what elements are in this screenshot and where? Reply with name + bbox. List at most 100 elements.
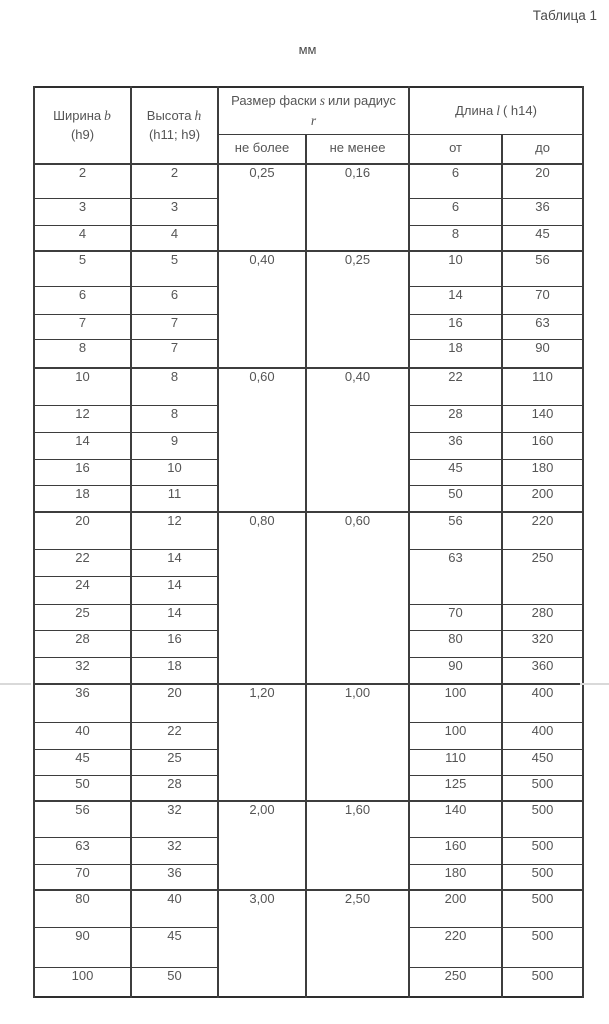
height-cell: 2 bbox=[130, 163, 219, 199]
table-row: 56 32 2,00 1,60 140 500 bbox=[33, 800, 585, 891]
height-cell: 28 bbox=[130, 774, 219, 802]
chamfer-not-less-cell: 1,60 bbox=[304, 800, 411, 891]
length-from-cell: 6 bbox=[408, 197, 504, 226]
length-from-cell: 56 bbox=[408, 511, 504, 550]
length-symbol: l bbox=[496, 102, 500, 118]
width-cell: 10 bbox=[33, 367, 132, 406]
height-cell: 8 bbox=[130, 404, 219, 433]
chamfer-not-more-cell: 3,00 bbox=[217, 889, 307, 998]
table-row: 22 14 63 250 bbox=[33, 548, 585, 605]
height-cell: 32 bbox=[130, 800, 219, 838]
height-cell: 9 bbox=[130, 431, 219, 460]
height-cell: 4 bbox=[130, 224, 219, 252]
height-cell: 8 bbox=[130, 367, 219, 406]
height-cell: 32 bbox=[130, 836, 219, 865]
length-to-cell: 500 bbox=[501, 926, 585, 968]
table-row: 16 10 45 180 bbox=[33, 458, 585, 486]
height-cell: 10 bbox=[130, 458, 219, 486]
height-cell: 18 bbox=[130, 656, 219, 685]
subheader-from: от bbox=[408, 133, 504, 165]
chamfer-symbol-r: r bbox=[310, 112, 317, 128]
col-header-chamfer: Размер фаски s или радиус r bbox=[216, 86, 411, 135]
subheader-to: до bbox=[501, 133, 585, 165]
length-from-cell: 22 bbox=[408, 367, 504, 406]
chamfer-not-more-cell: 0,40 bbox=[217, 250, 307, 369]
width-cell: 90 bbox=[33, 926, 132, 968]
subheader-not-more: не более bbox=[217, 133, 307, 165]
chamfer-not-less-cell: 0,16 bbox=[304, 163, 411, 252]
length-to-cell: 400 bbox=[501, 683, 585, 723]
chamfer-not-less-cell: 1,00 bbox=[304, 683, 411, 802]
height-cell: 14 bbox=[130, 575, 219, 605]
width-cell: 12 bbox=[33, 404, 132, 433]
chamfer-not-less-cell: 0,25 bbox=[304, 250, 411, 369]
height-cell: 36 bbox=[130, 863, 219, 891]
width-cell: 7 bbox=[33, 313, 132, 340]
chamfer-not-less-cell: 0,60 bbox=[304, 511, 411, 685]
subheader-not-less: не менее bbox=[304, 133, 411, 165]
chamfer-not-less-cell: 0,40 bbox=[304, 367, 411, 513]
length-to-cell: 140 bbox=[501, 404, 585, 433]
length-from-cell: 18 bbox=[408, 338, 504, 369]
length-to-cell: 63 bbox=[501, 313, 585, 340]
width-cell: 6 bbox=[33, 285, 132, 315]
units-label: мм bbox=[298, 42, 317, 57]
length-from-cell: 100 bbox=[408, 721, 504, 750]
length-to-cell: 500 bbox=[501, 800, 585, 838]
table-row: 7 7 16 63 bbox=[33, 313, 585, 340]
width-cell: 18 bbox=[33, 484, 132, 513]
table-row: 5 5 0,40 0,25 10 56 bbox=[33, 250, 585, 369]
width-cell: 16 bbox=[33, 458, 132, 486]
width-cell: 8 bbox=[33, 338, 132, 369]
width-label: Ширина bbox=[53, 108, 102, 124]
length-label: Длина bbox=[455, 102, 494, 118]
chamfer-not-more-cell: 0,80 bbox=[217, 511, 307, 685]
length-to-cell: 280 bbox=[501, 603, 585, 631]
table-row: 10 8 0,60 0,40 22 110 bbox=[33, 367, 585, 513]
length-from-cell: 14 bbox=[408, 285, 504, 315]
table-row: 80 40 3,00 2,50 200 500 bbox=[33, 889, 585, 998]
table-row: 20 12 0,80 0,60 56 220 bbox=[33, 511, 585, 685]
table-row: 32 18 90 360 bbox=[33, 656, 585, 685]
col-header-length: Длина l( h14) bbox=[408, 86, 585, 135]
height-cell: 6 bbox=[130, 285, 219, 315]
length-from-cell: 90 bbox=[408, 656, 504, 685]
table-caption: Таблица 1 bbox=[532, 8, 597, 23]
height-cell: 25 bbox=[130, 748, 219, 776]
width-cell: 80 bbox=[33, 889, 132, 928]
dimensions-table: Ширина b (h9) Высота h (h11; h9) Размер фа… bbox=[33, 86, 585, 998]
length-tolerance: ( h14) bbox=[502, 102, 537, 118]
chamfer-not-more-cell: 0,60 bbox=[217, 367, 307, 513]
length-from-cell: 80 bbox=[408, 629, 504, 658]
width-cell: 25 bbox=[33, 603, 132, 631]
table-row: 12 8 28 140 bbox=[33, 404, 585, 433]
table-row: 36 20 1,20 1,00 100 400 bbox=[33, 683, 585, 802]
table-row: 100 50 250 500 bbox=[33, 966, 585, 998]
length-from-cell: 6 bbox=[408, 163, 504, 199]
width-cell: 100 bbox=[33, 966, 132, 998]
length-from-cell: 160 bbox=[408, 836, 504, 865]
width-cell: 63 bbox=[33, 836, 132, 865]
height-cell: 45 bbox=[130, 926, 219, 968]
height-cell: 22 bbox=[130, 721, 219, 750]
table-row: 3 3 6 36 bbox=[33, 197, 585, 226]
length-to-cell: 320 bbox=[501, 629, 585, 658]
height-symbol: h bbox=[194, 108, 202, 124]
length-to-cell: 500 bbox=[501, 836, 585, 865]
length-from-cell: 180 bbox=[408, 863, 504, 891]
length-to-cell: 20 bbox=[501, 163, 585, 199]
height-cell: 11 bbox=[130, 484, 219, 513]
length-to-cell: 110 bbox=[501, 367, 585, 406]
page-break-marker-left bbox=[0, 683, 31, 685]
table-row: 70 36 180 500 bbox=[33, 863, 585, 891]
length-from-cell: 45 bbox=[408, 458, 504, 486]
table-header: Ширина b (h9) Высота h (h11; h9) Размер фа… bbox=[33, 86, 585, 165]
height-tolerance: (h11; h9) bbox=[148, 127, 201, 142]
width-cell: 36 bbox=[33, 683, 132, 723]
width-cell: 20 bbox=[33, 511, 132, 550]
table-row: 4 4 8 45 bbox=[33, 224, 585, 252]
height-cell: 7 bbox=[130, 338, 219, 369]
chamfer-not-more-cell: 0,25 bbox=[217, 163, 307, 252]
width-cell: 2 bbox=[33, 163, 132, 199]
